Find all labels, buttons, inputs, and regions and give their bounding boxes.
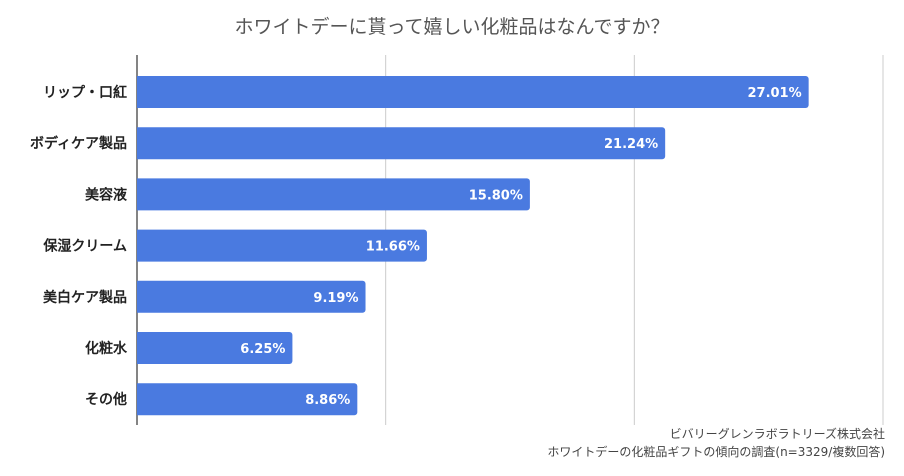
data-label: 6.25%	[240, 342, 285, 357]
source-survey: ホワイトデーの化粧品ギフトの傾向の調査(n=3329/複数回答)	[547, 445, 885, 459]
bar	[137, 229, 427, 262]
category-label: 保湿クリーム	[42, 238, 127, 255]
category-label: 化粧水	[85, 340, 128, 357]
chart-title: ホワイトデーに貰って嬉しい化粧品はなんですか？	[234, 16, 670, 38]
bar	[136, 280, 366, 313]
bar	[136, 178, 530, 211]
source-company: ビバリーグレンラボラトリーズ株式会社	[669, 427, 885, 441]
data-label: 8.86%	[305, 393, 350, 408]
category-label: 美白ケア製品	[43, 289, 127, 306]
data-label: 9.19%	[313, 291, 358, 306]
category-label: 美容液	[85, 186, 128, 203]
category-label: ボディケア製品	[30, 135, 127, 152]
bar	[137, 383, 358, 416]
data-label: 27.01%	[747, 86, 801, 101]
data-label: 11.66%	[366, 240, 420, 255]
category-label: その他	[85, 391, 127, 408]
bar	[137, 127, 666, 160]
bar	[137, 332, 293, 364]
data-label: 21.24%	[604, 137, 658, 152]
category-label: リップ・口紅	[43, 84, 127, 101]
data-label: 15.80%	[469, 188, 523, 203]
bar	[137, 76, 809, 108]
